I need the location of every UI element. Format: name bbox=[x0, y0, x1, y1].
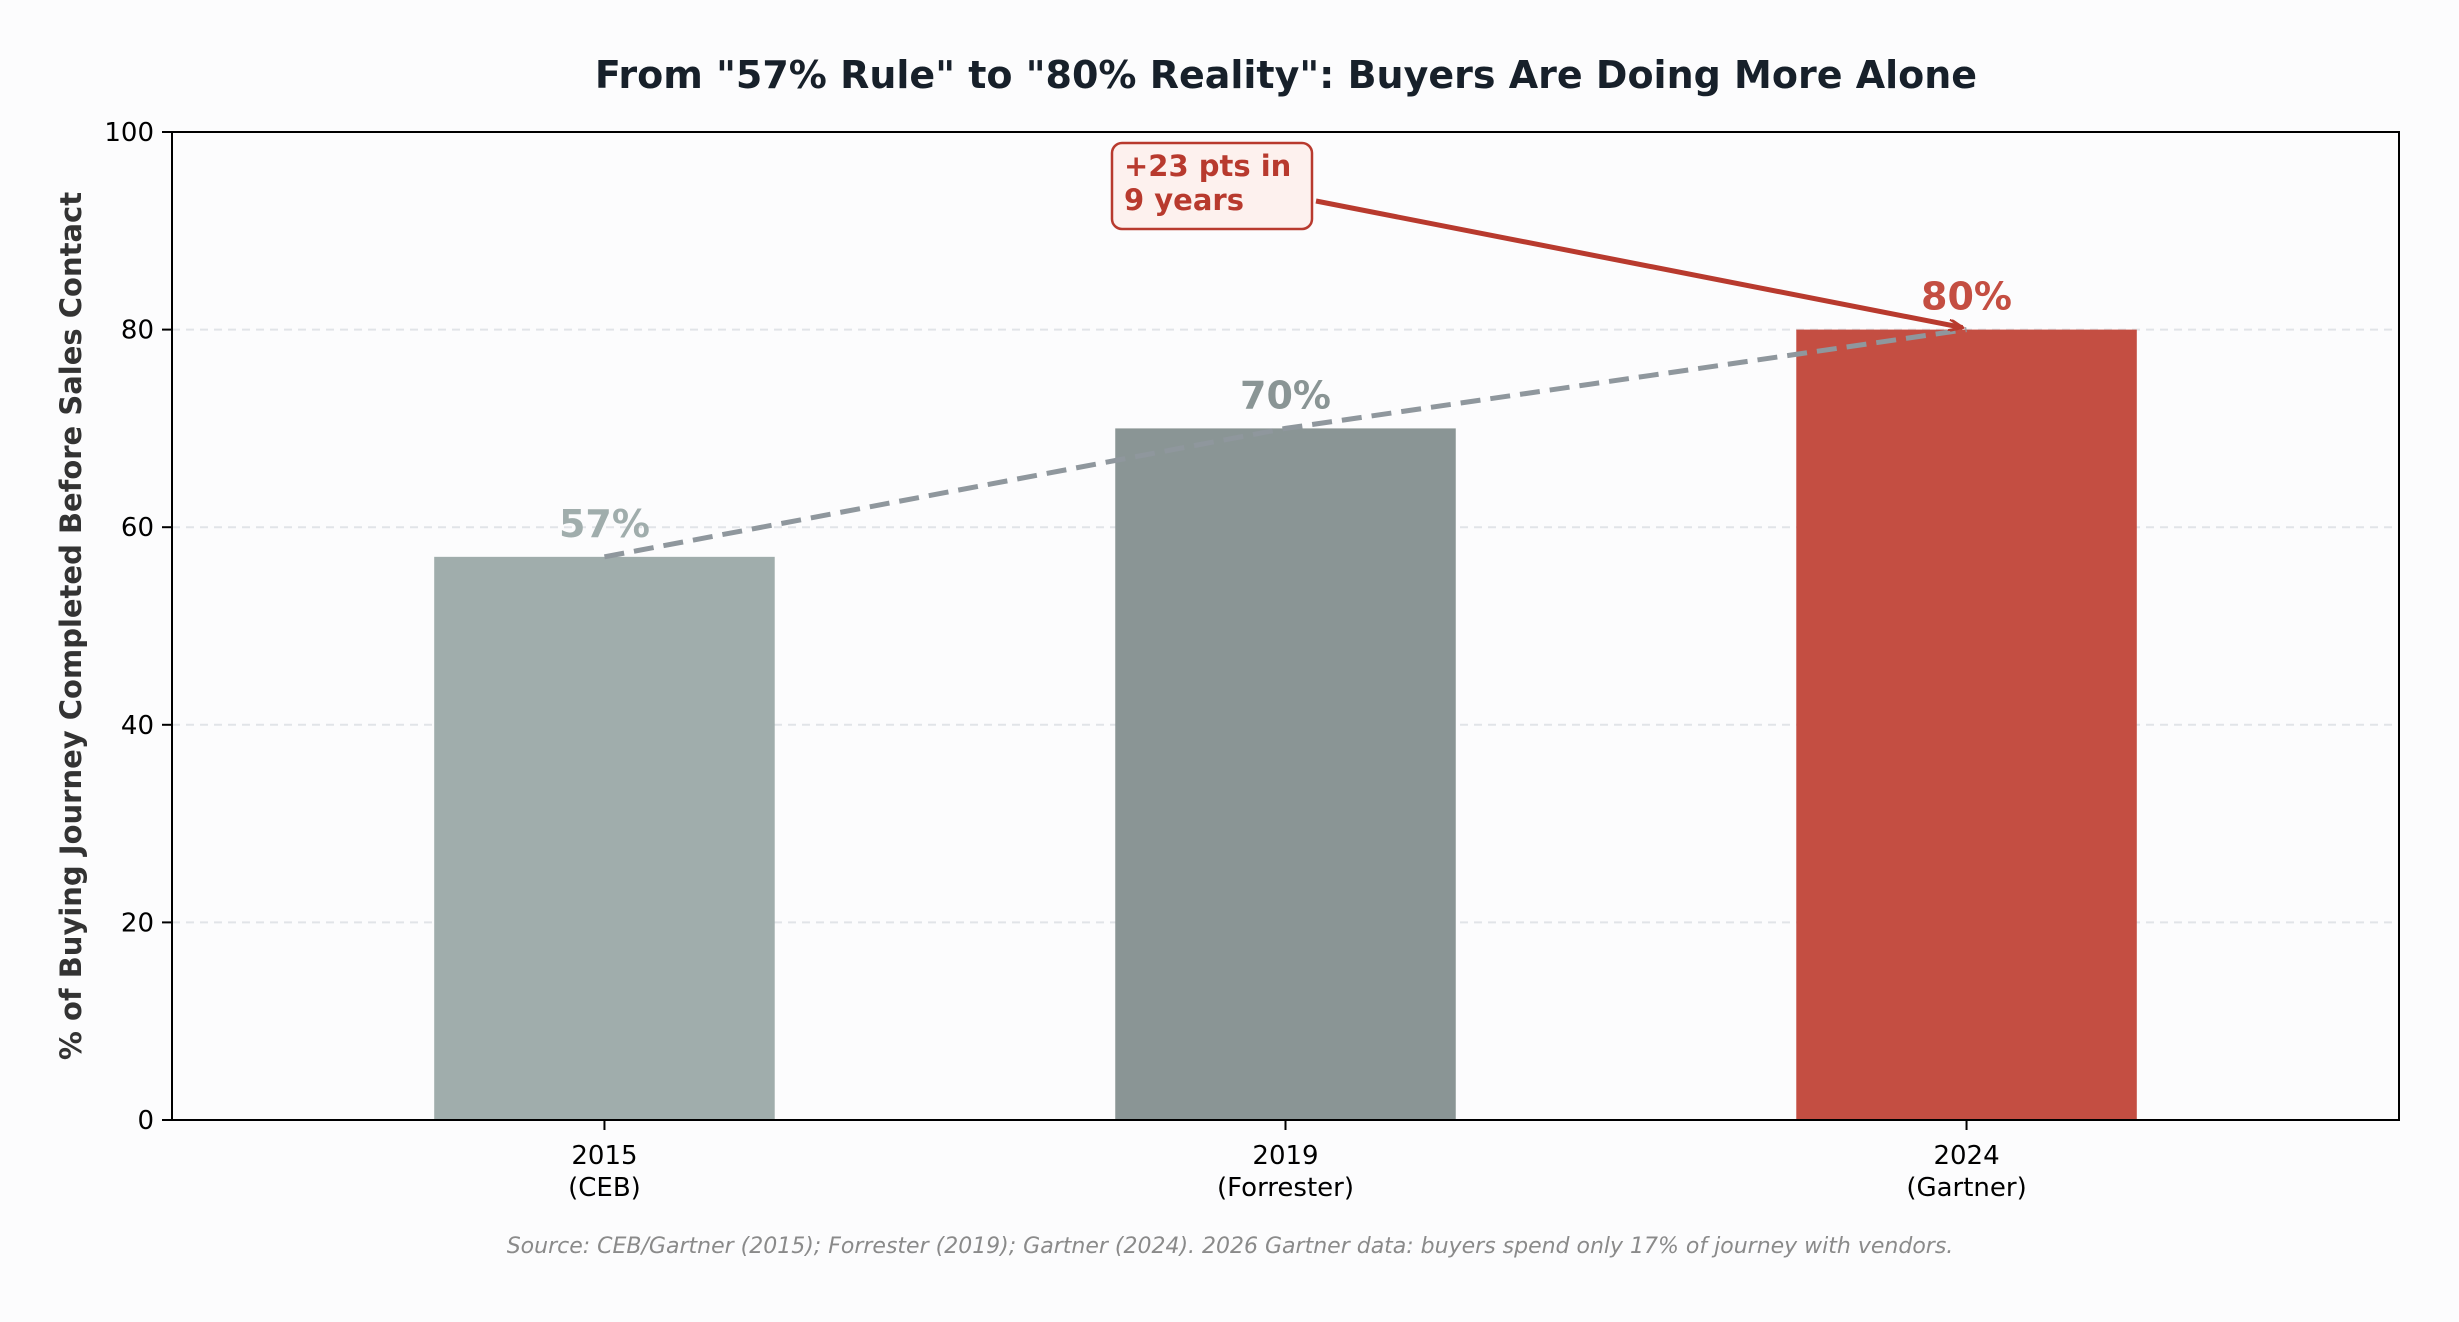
y-tick-label: 0 bbox=[137, 1106, 154, 1136]
y-axis-ticks: 0 20 40 60 80 100 bbox=[104, 118, 172, 1136]
y-tick-label: 20 bbox=[121, 908, 154, 938]
x-tick-label: 2019 (Forrester) bbox=[1217, 1141, 1354, 1203]
value-label: 70% bbox=[1240, 373, 1331, 417]
x-tick-label-line: 2019 bbox=[1252, 1141, 1318, 1171]
y-tick-label: 60 bbox=[121, 513, 154, 543]
bar bbox=[1796, 329, 2137, 1121]
chart-title: From "57% Rule" to "80% Reality": Buyers… bbox=[595, 53, 1977, 97]
source-note: Source: CEB/Gartner (2015); Forrester (2… bbox=[507, 1234, 1954, 1259]
x-tick-label-line: (Gartner) bbox=[1906, 1173, 2026, 1203]
trend-layer bbox=[603, 327, 1967, 560]
x-tick-label-line: (Forrester) bbox=[1217, 1173, 1354, 1203]
x-tick-label: 2015 (CEB) bbox=[568, 1141, 641, 1203]
bar bbox=[1115, 428, 1456, 1120]
x-tick-label-line: 2024 bbox=[1933, 1141, 1999, 1171]
y-axis-label: % of Buying Journey Completed Before Sal… bbox=[54, 192, 88, 1060]
annotation-text: +23 pts in 9 years bbox=[1124, 149, 1291, 217]
x-tick-label-line: 2015 bbox=[571, 1141, 637, 1171]
annotation-arrow bbox=[1315, 198, 1963, 328]
x-tick-label: 2024 (Gartner) bbox=[1906, 1141, 2026, 1203]
annotation-group: +23 pts in 9 years bbox=[1110, 141, 1963, 328]
value-label: 80% bbox=[1921, 275, 2012, 319]
trend-line bbox=[603, 327, 1967, 560]
annotation-box bbox=[1110, 141, 1314, 231]
y-tick-label: 100 bbox=[104, 118, 154, 148]
x-axis-ticks: 2015 (CEB) 2019 (Forrester) 2024 (Gartner) bbox=[568, 1120, 2027, 1203]
y-tick-label: 80 bbox=[121, 316, 154, 346]
x-tick-label-line: (CEB) bbox=[568, 1173, 641, 1203]
value-label: 57% bbox=[559, 502, 650, 546]
bar bbox=[434, 556, 775, 1120]
bar-layer bbox=[434, 329, 2137, 1121]
annotation-text-line: +23 pts in bbox=[1124, 149, 1291, 183]
y-tick-label: 40 bbox=[121, 711, 154, 741]
annotation-text-line: 9 years bbox=[1124, 183, 1244, 217]
label-layer: 57% 70% 80% bbox=[559, 275, 2012, 546]
